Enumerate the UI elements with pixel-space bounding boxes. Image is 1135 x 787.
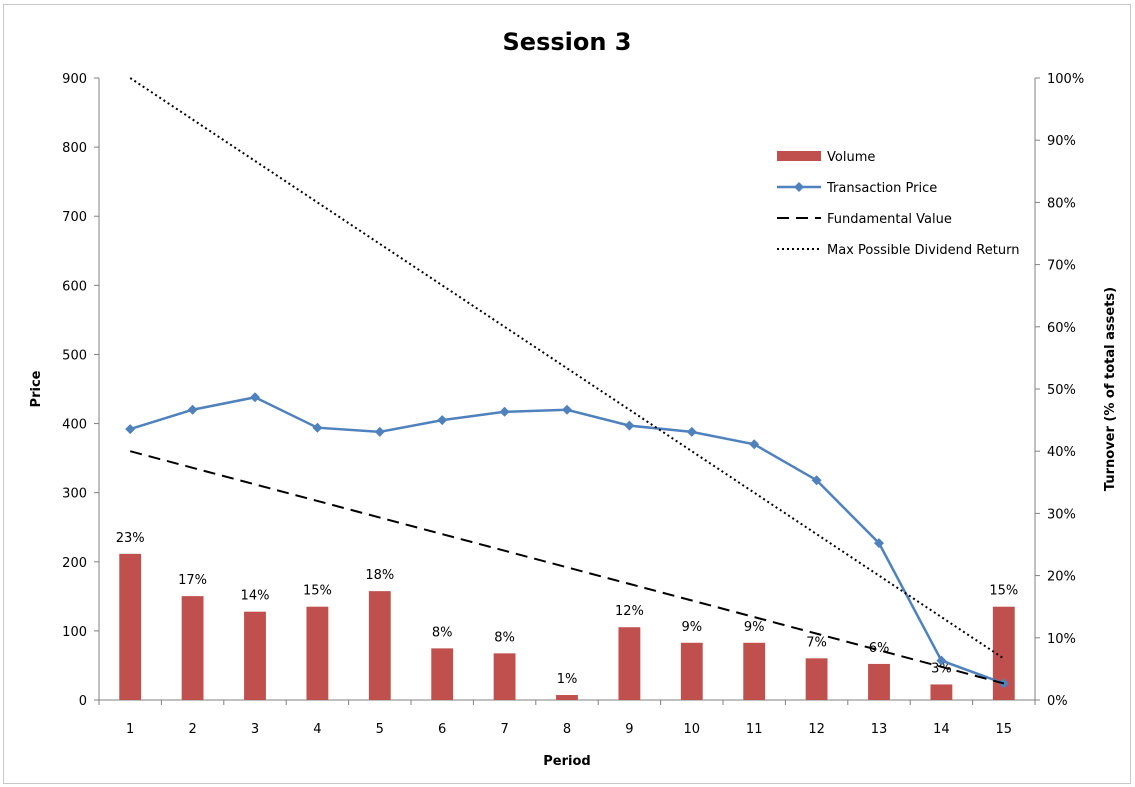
y2-tick-label: 90% [1047,134,1076,149]
bar-volume [493,653,516,700]
y-tick-label: 500 [62,348,87,363]
chart-canvas: Session 3 0 100 200 300 400 500 600 700 800 900 0%… [29,28,1118,769]
y2-tick-label: 50% [1047,383,1076,398]
y2-tick-label: 60% [1047,321,1076,336]
bar-data-label: 12% [615,604,644,619]
x-tick-label: 6 [438,722,446,737]
legend-label-fundamental-value: Fundamental Value [827,212,952,227]
x-tick-label: 9 [625,722,633,737]
x-tick-label: 14 [933,722,950,737]
point-transaction-price [125,424,136,435]
bar-data-label: 9% [681,620,702,635]
x-tick-label: 1 [126,722,134,737]
x-tick-label: 4 [313,722,321,737]
legend-label-transaction-price: Transaction Price [826,181,937,196]
x-tick-label: 15 [996,722,1013,737]
point-transaction-price [686,426,697,437]
bar-volume [181,596,204,700]
x-tick-label: 12 [808,722,825,737]
legend-swatch-volume [777,151,821,161]
bar-data-label: 3% [931,661,952,676]
bar-volume [244,611,266,700]
point-transaction-price [936,655,947,666]
bar-volume [992,606,1015,700]
y-tick-label: 800 [62,141,87,156]
y2-tick-label: 30% [1047,507,1076,522]
chart-frame: Session 3 0 100 200 300 400 500 600 700 800 900 0%… [3,4,1131,784]
point-transaction-price [562,404,572,415]
plot-area: 0 100 200 300 400 500 600 700 800 900 0% 10% 20% 30% 4… [62,72,1084,737]
bar-data-label: 9% [744,620,765,635]
x-tick-label: 11 [746,722,763,737]
point-transaction-price [250,392,260,403]
y2-tick-label: 70% [1047,259,1076,274]
y-tick-label: 200 [62,556,87,571]
x-tick-label: 13 [871,722,888,737]
y-tick-label: 0 [79,694,87,709]
y2-tick-label: 0% [1047,694,1068,709]
bar-volume [119,553,142,700]
bar-volume [431,648,454,700]
bar-volume [368,591,391,700]
y-tick-label: 100 [62,625,87,640]
y-tick-label: 900 [62,72,87,87]
y-tick-label: 700 [62,210,87,225]
bar-volume [680,642,703,700]
line-max-possible-dividend-return [129,77,1005,660]
bar-data-label: 23% [116,531,145,546]
bar-volume [743,642,766,700]
chart-title: Session 3 [503,28,632,56]
y2-tick-label: 20% [1047,570,1076,585]
y2-axis-title: Turnover (% of total assets) [1103,287,1118,491]
legend-label-max-possible-dividend-return: Max Possible Dividend Return [827,243,1019,258]
bar-volume [930,684,953,700]
y2-tick-label: 10% [1047,632,1076,647]
bar-volume [556,695,578,700]
y-tick-label: 300 [62,487,87,502]
bar-volume [868,663,890,700]
bar-volume [306,606,329,700]
x-tick-label: 10 [684,722,701,737]
legend: Volume Transaction Price Fundamental Value… [777,150,1019,258]
x-tick-label: 5 [376,722,384,737]
y2-tick-label: 40% [1047,445,1076,460]
point-transaction-price [437,415,448,426]
bar-data-label: 15% [303,584,332,599]
x-tick-label: 8 [563,722,571,737]
point-transaction-price [312,422,323,433]
y2-tick-label: 100% [1047,72,1084,87]
x-tick-label: 7 [500,722,508,737]
point-transaction-price [187,404,198,415]
bar-data-label: 8% [494,630,515,645]
x-axis-title: Period [543,754,590,769]
point-transaction-price [624,420,635,431]
point-transaction-price [374,426,385,437]
legend-marker-transaction-price [794,182,804,192]
point-transaction-price [874,538,884,549]
bar-data-label: 15% [989,584,1018,599]
point-transaction-price [811,475,822,486]
legend-label-volume: Volume [827,150,875,165]
point-transaction-price [749,439,760,450]
y2-tick-label: 80% [1047,196,1076,211]
bar-data-label: 1% [557,672,578,687]
bar-data-label: 8% [432,625,453,640]
bar-volume [618,627,641,700]
y-axis-title: Price [29,370,44,407]
bar-data-label: 7% [806,635,827,650]
y-tick-label: 600 [62,279,87,294]
y-tick-label: 400 [62,418,87,433]
bar-data-label: 14% [241,589,270,604]
bar-data-label: 18% [365,568,394,583]
bar-volume [805,658,828,700]
point-transaction-price [499,406,510,417]
x-tick-label: 2 [188,722,196,737]
x-tick-label: 3 [251,722,259,737]
bar-data-label: 17% [178,573,207,588]
